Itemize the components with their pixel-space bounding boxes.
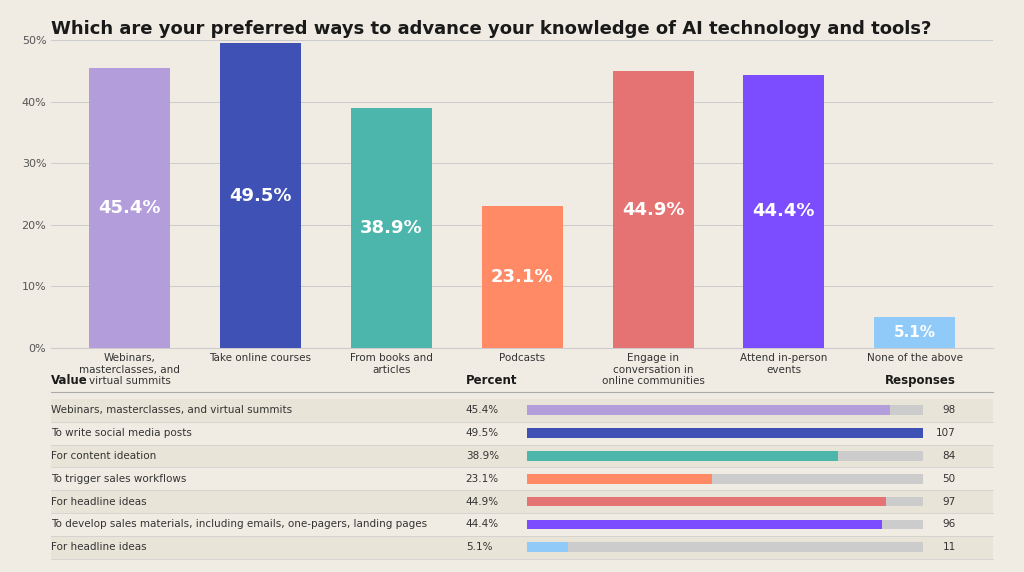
Text: 5.1%: 5.1% xyxy=(894,325,936,340)
Text: 84: 84 xyxy=(942,451,955,461)
Text: 44.9%: 44.9% xyxy=(466,496,499,507)
Bar xyxy=(481,206,563,348)
Text: 44.4%: 44.4% xyxy=(466,519,499,530)
Bar xyxy=(527,406,890,415)
Bar xyxy=(51,490,993,513)
Text: 96: 96 xyxy=(942,519,955,530)
Bar xyxy=(527,496,886,506)
Text: 11: 11 xyxy=(942,542,955,552)
Bar xyxy=(527,474,712,483)
Text: 38.9%: 38.9% xyxy=(466,451,499,461)
Bar xyxy=(612,72,693,348)
Text: Webinars, masterclasses, and virtual summits: Webinars, masterclasses, and virtual sum… xyxy=(51,406,292,415)
Text: 98: 98 xyxy=(942,406,955,415)
Text: 23.1%: 23.1% xyxy=(466,474,499,484)
Bar xyxy=(51,536,993,559)
Bar xyxy=(527,451,838,460)
Text: Value: Value xyxy=(51,374,88,387)
Bar xyxy=(527,542,923,552)
Text: 97: 97 xyxy=(942,496,955,507)
Bar xyxy=(89,69,170,348)
Bar xyxy=(874,317,955,348)
Text: To write social media posts: To write social media posts xyxy=(51,428,193,438)
Bar xyxy=(220,43,301,348)
Text: To develop sales materials, including emails, one-pagers, landing pages: To develop sales materials, including em… xyxy=(51,519,427,530)
Bar xyxy=(527,428,923,438)
Text: For content ideation: For content ideation xyxy=(51,451,157,461)
Text: 107: 107 xyxy=(936,428,955,438)
Bar xyxy=(527,428,923,438)
Text: 44.4%: 44.4% xyxy=(753,202,815,220)
Text: 23.1%: 23.1% xyxy=(490,268,554,286)
Text: Responses: Responses xyxy=(885,374,955,387)
Text: To trigger sales workflows: To trigger sales workflows xyxy=(51,474,186,484)
Bar xyxy=(527,496,923,506)
Bar xyxy=(527,519,882,529)
Bar xyxy=(527,406,923,415)
Bar xyxy=(51,399,993,422)
Text: Which are your preferred ways to advance your knowledge of AI technology and too: Which are your preferred ways to advance… xyxy=(51,20,932,38)
Text: For headline ideas: For headline ideas xyxy=(51,542,146,552)
Text: 44.9%: 44.9% xyxy=(622,201,684,219)
Bar xyxy=(527,519,923,529)
Text: Percent: Percent xyxy=(466,374,517,387)
Text: 38.9%: 38.9% xyxy=(360,219,423,237)
Text: 45.4%: 45.4% xyxy=(98,199,161,217)
Text: 49.5%: 49.5% xyxy=(466,428,499,438)
Bar xyxy=(527,474,923,483)
Text: 50: 50 xyxy=(942,474,955,484)
Bar xyxy=(351,109,432,348)
Text: 45.4%: 45.4% xyxy=(466,406,499,415)
Text: 5.1%: 5.1% xyxy=(466,542,493,552)
Bar xyxy=(527,542,567,552)
Bar xyxy=(743,74,824,348)
Text: 49.5%: 49.5% xyxy=(229,186,292,205)
Bar xyxy=(527,451,923,460)
Bar xyxy=(51,444,993,467)
Text: For headline ideas: For headline ideas xyxy=(51,496,146,507)
